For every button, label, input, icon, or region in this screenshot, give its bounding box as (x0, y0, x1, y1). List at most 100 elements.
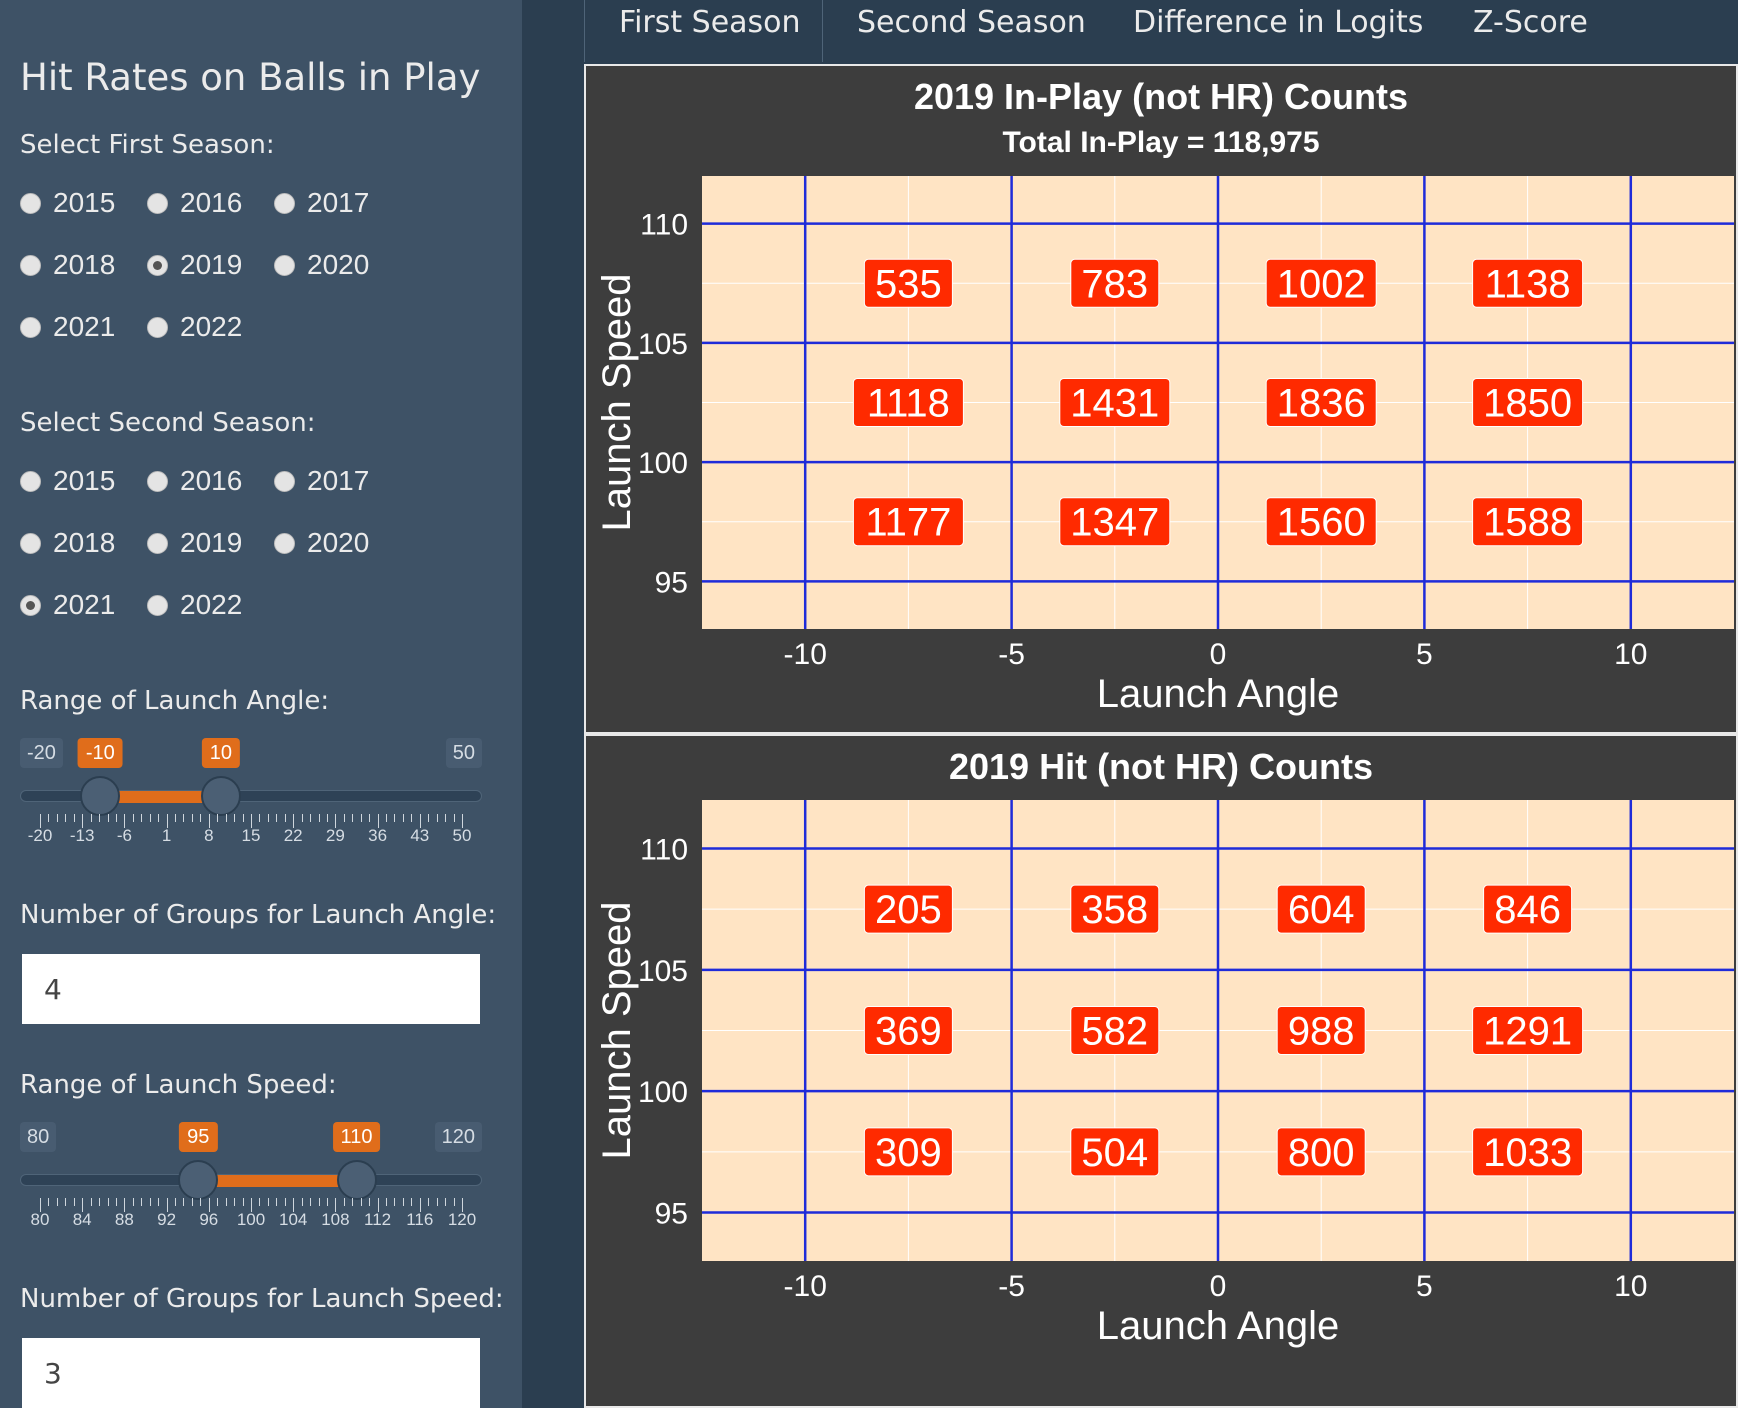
launch-speed-groups-input[interactable] (22, 1338, 480, 1408)
x-tick-label: -5 (998, 1270, 1025, 1303)
cell-label-box (1276, 1006, 1366, 1055)
radio-button-icon[interactable] (20, 316, 41, 338)
radio-second-season-2017[interactable]: 2017 (274, 461, 369, 501)
slider-tick-label: 29 (325, 826, 345, 845)
cell-label-box (1265, 378, 1377, 427)
slider-to-handle[interactable] (336, 1160, 377, 1200)
radio-first-season-2022[interactable]: 2022 (147, 307, 242, 347)
slider-minor-tick (225, 1198, 227, 1206)
slider-minor-tick (48, 1198, 50, 1206)
slider-min-label: -20 (20, 738, 63, 768)
slider-minor-tick (445, 1198, 447, 1206)
cell-label-box (863, 884, 953, 934)
launch-angle-range-slider[interactable]: -20 50 -10 10 -20 -13 -6 1 8 15 22 29 36 43 50 (20, 738, 482, 858)
in-play-counts-plot: 2019 In-Play (not HR) Counts Total In-Pl… (584, 64, 1738, 734)
slider-minor-tick (360, 1198, 362, 1206)
cell-count-label: 1033 (1483, 1131, 1572, 1175)
tab-bar: First Season Second Season Difference in… (584, 0, 1738, 62)
slider-minor-tick (132, 814, 134, 822)
radio-label: 2021 (53, 311, 116, 342)
cell-count-label: 309 (875, 1131, 942, 1175)
slider-major-tick (251, 1198, 252, 1212)
radio-button-icon[interactable] (147, 316, 168, 338)
y-tick-label: 95 (655, 566, 688, 599)
chart-subtitle: Total In-Play = 118,975 (1002, 126, 1320, 159)
slider-minor-tick (107, 1198, 109, 1206)
cell-label-box (1070, 884, 1160, 934)
slider-minor-tick (310, 1198, 312, 1206)
radio-first-season-2017[interactable]: 2017 (274, 183, 369, 223)
tab-difference-in-logits[interactable]: Difference in Logits (1133, 5, 1424, 40)
slider-minor-tick (326, 814, 328, 822)
radio-first-season-2021[interactable]: 2021 (20, 307, 115, 347)
radio-first-season-2020[interactable]: 2020 (274, 245, 369, 285)
tab-first-season[interactable]: First Season (585, 0, 823, 62)
slider-minor-tick (225, 814, 227, 822)
cell-count-label: 1291 (1483, 1010, 1572, 1054)
radio-button-icon[interactable] (20, 192, 41, 214)
launch-speed-range-slider[interactable]: 80 120 95 110 80 84 88 92 96 100 104 108 112 116 1… (20, 1122, 482, 1242)
tab-second-season[interactable]: Second Season (857, 5, 1086, 40)
radio-second-season-2015[interactable]: 2015 (20, 461, 115, 501)
radio-button-icon[interactable] (20, 594, 41, 616)
radio-first-season-2015[interactable]: 2015 (20, 183, 115, 223)
cell-count-label: 504 (1081, 1131, 1148, 1175)
radio-button-icon[interactable] (274, 532, 295, 554)
radio-label: 2016 (180, 187, 243, 218)
first-season-label: Select First Season: (20, 130, 275, 160)
y-tick-label: 110 (640, 834, 688, 867)
slider-to-handle[interactable] (200, 776, 241, 816)
slider-minor-tick (301, 814, 303, 822)
slider-major-tick (293, 1198, 295, 1212)
radio-first-season-2018[interactable]: 2018 (20, 245, 115, 285)
radio-button-icon[interactable] (20, 254, 41, 276)
radio-button-icon[interactable] (20, 532, 41, 554)
slider-to-value: 10 (201, 738, 240, 768)
radio-label: 2015 (53, 187, 116, 218)
chart-title: 2019 In-Play (not HR) Counts (913, 76, 1409, 117)
hit-counts-plot: 2019 Hit (not HR) Counts -10 -5 0 5 10 95 100 1… (584, 734, 1738, 1408)
radio-label: 2017 (307, 187, 370, 218)
radio-label: 2017 (307, 465, 370, 496)
radio-button-icon[interactable] (274, 470, 295, 492)
cell-count-label: 1002 (1277, 262, 1366, 306)
cell-count-label: 1588 (1483, 501, 1572, 545)
y-tick-label: 95 (655, 1197, 688, 1230)
radio-second-season-2022[interactable]: 2022 (147, 585, 242, 625)
radio-second-season-2016[interactable]: 2016 (147, 461, 242, 501)
radio-second-season-2020[interactable]: 2020 (274, 523, 369, 563)
launch-angle-range-label: Range of Launch Angle: (20, 686, 330, 716)
slider-minor-tick (386, 814, 388, 822)
launch-angle-groups-input[interactable] (22, 954, 480, 1024)
slider-from-handle[interactable] (178, 1160, 219, 1200)
radio-button-icon[interactable] (274, 192, 295, 214)
tab-z-score[interactable]: Z-Score (1473, 5, 1588, 40)
radio-first-season-2019[interactable]: 2019 (147, 245, 242, 285)
chart-title: 2019 Hit (not HR) Counts (948, 746, 1373, 787)
slider-tick-label: 22 (283, 826, 303, 845)
app-title: Hit Rates on Balls in Play (20, 56, 481, 99)
slider-minor-tick (436, 814, 438, 822)
slider-minor-tick (132, 1198, 134, 1206)
radio-button-icon[interactable] (20, 470, 41, 492)
slider-minor-tick (360, 814, 362, 822)
radio-button-icon[interactable] (147, 532, 168, 554)
slider-from-handle[interactable] (80, 776, 121, 816)
radio-button-icon[interactable] (274, 254, 295, 276)
radio-second-season-2021[interactable]: 2021 (20, 585, 115, 625)
cell-count-label: 1118 (867, 382, 950, 426)
radio-second-season-2018[interactable]: 2018 (20, 523, 115, 563)
cell-label-box (1059, 378, 1171, 427)
radio-button-icon[interactable] (147, 192, 168, 214)
y-axis-title: Launch Speed (595, 273, 639, 531)
slider-minor-tick (99, 814, 101, 822)
radio-first-season-2016[interactable]: 2016 (147, 183, 242, 223)
slider-tick-label: 43 (410, 826, 430, 845)
radio-second-season-2019[interactable]: 2019 (147, 523, 242, 563)
radio-button-icon[interactable] (147, 470, 168, 492)
slider-minor-tick (394, 814, 396, 822)
radio-button-icon[interactable] (147, 254, 168, 276)
slider-tick-label: 1 (161, 826, 172, 845)
radio-button-icon[interactable] (147, 594, 168, 616)
slider-minor-tick (141, 814, 143, 822)
